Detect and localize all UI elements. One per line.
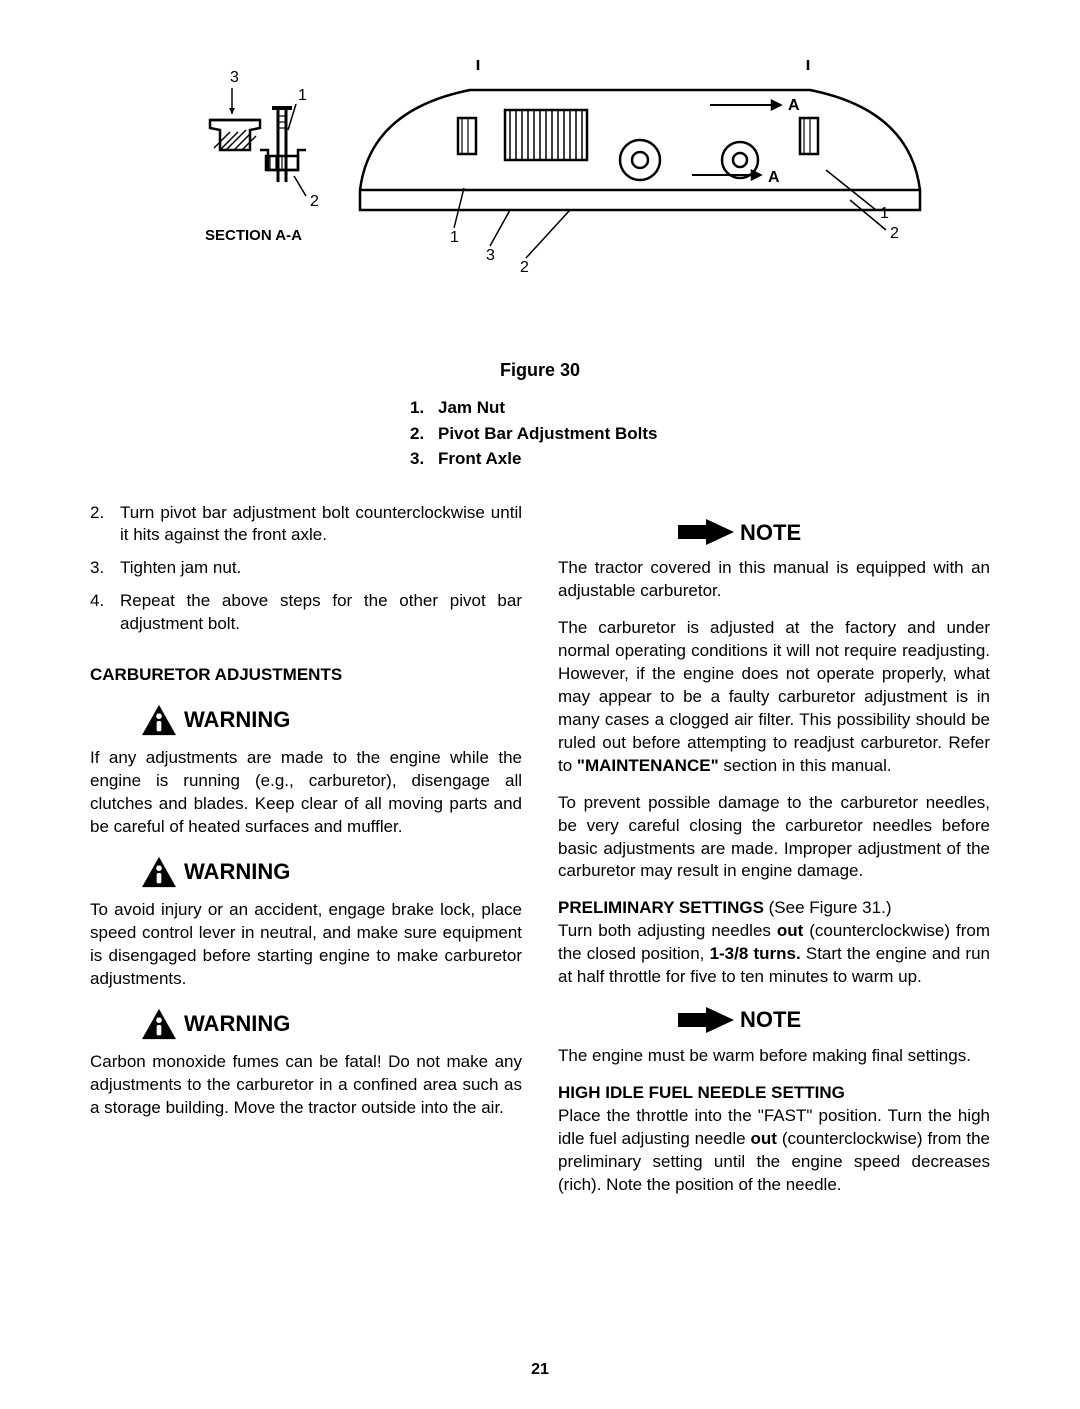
note-title: NOTE: [740, 1005, 801, 1035]
fig-callout-3: 3: [230, 69, 239, 86]
section-aa-label: SECTION A-A: [205, 227, 302, 244]
warning-body: Carbon monoxide fumes can be fatal! Do n…: [90, 1051, 522, 1120]
fig-callout-A-top: A: [788, 97, 800, 114]
warning-block-1: WARNING If any adjustments are made to t…: [140, 703, 522, 839]
note-arrow-icon: [678, 1007, 734, 1033]
text-run: Turn both adjusting needles: [558, 921, 777, 940]
legend-num: 2.: [410, 421, 438, 447]
step-text: Repeat the above steps for the other piv…: [120, 590, 522, 636]
warning-body: If any adjustments are made to the engin…: [90, 747, 522, 839]
warning-block-2: WARNING To avoid injury or an accident, …: [140, 855, 522, 991]
warning-title: WARNING: [184, 1009, 290, 1039]
figure-caption: Figure 30: [90, 360, 990, 381]
fig-callout-r2: 2: [890, 225, 899, 242]
legend-label: Jam Nut: [438, 395, 505, 421]
step-text: Tighten jam nut.: [120, 557, 522, 580]
legend-label: Front Axle: [438, 446, 521, 472]
fig-callout-r1: 1: [880, 205, 889, 222]
note-title: NOTE: [740, 518, 801, 548]
two-column-body: 2.Turn pivot bar adjustment bolt counter…: [90, 502, 990, 1201]
prelim-heading: PRELIMINARY SETTINGS: [558, 898, 764, 917]
text-run-bold: out: [777, 921, 803, 940]
text-run: section in this manual.: [719, 756, 892, 775]
legend-label: Pivot Bar Adjustment Bolts: [438, 421, 657, 447]
fig-callout-A-bot: A: [768, 169, 780, 186]
high-idle-heading: HIGH IDLE FUEL NEEDLE SETTING: [558, 1083, 845, 1102]
step-text: Turn pivot bar adjustment bolt countercl…: [120, 502, 522, 548]
paragraph: To prevent possible damage to the carbur…: [558, 792, 990, 884]
figure-30-svg: 3 1 2 SECTION A-A: [150, 60, 930, 340]
warning-title: WARNING: [184, 857, 290, 887]
fig-callout-m1: 1: [450, 229, 459, 246]
carb-heading: CARBURETOR ADJUSTMENTS: [90, 664, 522, 687]
note-body: The engine must be warm before making fi…: [558, 1045, 990, 1068]
fig-callout-1: 1: [298, 87, 307, 104]
left-column: 2.Turn pivot bar adjustment bolt counter…: [90, 502, 522, 1201]
warning-body: To avoid injury or an accident, engage b…: [90, 899, 522, 991]
text-run-bold: 1-3/8 turns.: [710, 944, 801, 963]
warning-icon: [140, 855, 178, 889]
note-block-1: NOTE The tractor covered in this manual …: [678, 518, 990, 604]
manual-page: 3 1 2 SECTION A-A: [0, 0, 1080, 1409]
note-block-2: NOTE The engine must be warm before maki…: [678, 1005, 990, 1068]
figure-legend: 1.Jam Nut 2.Pivot Bar Adjustment Bolts 3…: [410, 395, 990, 472]
note-arrow-icon: [678, 519, 734, 545]
text-run: (See Figure 31.): [764, 898, 892, 917]
text-run-bold: "MAINTENANCE": [577, 756, 719, 775]
warning-icon: [140, 1007, 178, 1041]
text-run-bold: out: [751, 1129, 777, 1148]
legend-num: 1.: [410, 395, 438, 421]
paragraph: The carburetor is adjusted at the factor…: [558, 617, 990, 778]
legend-num: 3.: [410, 446, 438, 472]
figure-30: 3 1 2 SECTION A-A: [90, 60, 990, 340]
paragraph: HIGH IDLE FUEL NEEDLE SETTING Place the …: [558, 1082, 990, 1197]
text-run: The carburetor is adjusted at the factor…: [558, 618, 990, 775]
right-column: NOTE The tractor covered in this manual …: [558, 502, 990, 1201]
warning-icon: [140, 703, 178, 737]
warning-block-3: WARNING Carbon monoxide fumes can be fat…: [140, 1007, 522, 1120]
note-body: The tractor covered in this manual is eq…: [558, 557, 990, 603]
numbered-steps: 2.Turn pivot bar adjustment bolt counter…: [90, 502, 522, 637]
step-number: 4.: [90, 590, 120, 636]
step-number: 3.: [90, 557, 120, 580]
fig-callout-m3: 3: [486, 247, 495, 264]
fig-callout-2: 2: [310, 193, 319, 210]
paragraph: PRELIMINARY SETTINGS (See Figure 31.) Tu…: [558, 897, 990, 989]
fig-callout-m2: 2: [520, 259, 529, 276]
step-number: 2.: [90, 502, 120, 548]
warning-title: WARNING: [184, 705, 290, 735]
page-number: 21: [0, 1361, 1080, 1379]
